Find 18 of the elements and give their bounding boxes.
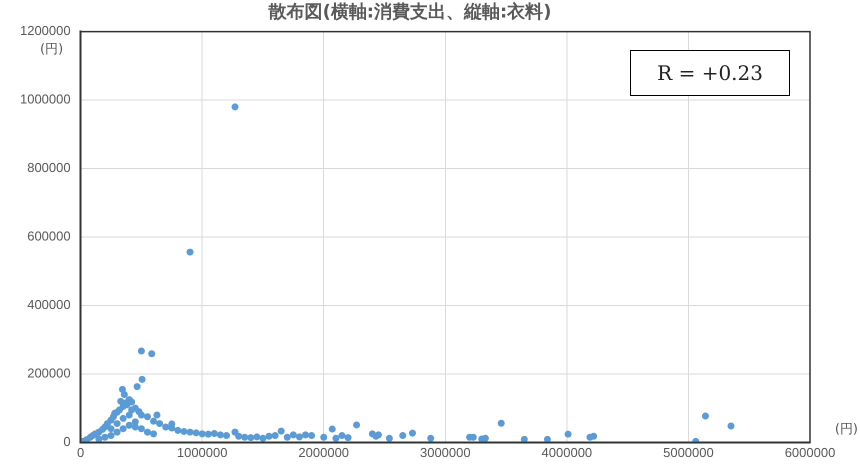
x-tick-label: 1000000 bbox=[176, 444, 228, 460]
x-tick-label: 4000000 bbox=[542, 444, 592, 460]
x-tick-label: 6000000 bbox=[784, 444, 836, 460]
y-tick-label: 1200000 bbox=[20, 23, 71, 38]
y-axis-title: (円) bbox=[40, 41, 64, 58]
x-tick-label: 0 bbox=[76, 444, 84, 460]
y-tick-label: 600000 bbox=[27, 228, 71, 244]
x-tick-label: 5000000 bbox=[663, 444, 714, 460]
annotation: R = +0.23 bbox=[630, 50, 790, 96]
y-tick-label: 1000000 bbox=[20, 92, 71, 107]
y-tick-label: 800000 bbox=[27, 160, 71, 176]
y-tick-label: 0 bbox=[63, 434, 71, 449]
x-tick-label: 2000000 bbox=[298, 444, 350, 460]
x-tick-label: 3000000 bbox=[420, 444, 471, 460]
y-tick-label: 400000 bbox=[27, 297, 71, 312]
y-tick-label: 200000 bbox=[27, 366, 71, 381]
x-axis-title: (円) bbox=[834, 421, 858, 438]
chart-title: 散布図(横軸:消費支出、縦軸:衣料) bbox=[268, 1, 552, 22]
